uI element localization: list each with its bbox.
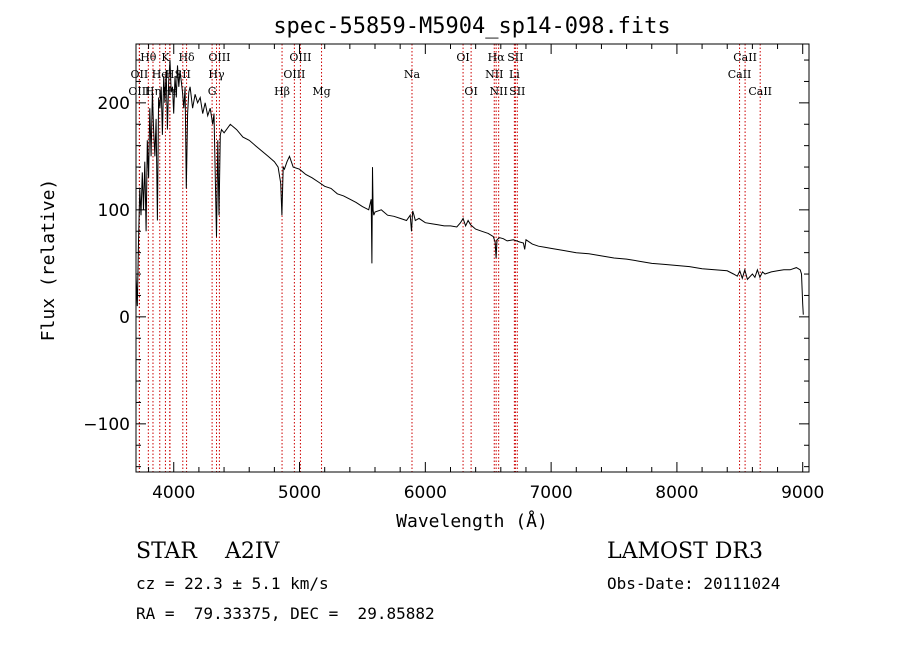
spectral-line-label: Hθ <box>140 51 157 64</box>
y-tick-label: −100 <box>83 415 130 435</box>
x-tick-label: 5000 <box>278 483 321 503</box>
axis-ticks <box>136 44 809 472</box>
spectral-line-label: OII <box>131 68 149 81</box>
survey-name: LAMOST DR3 <box>607 539 763 564</box>
coordinates: RA = 79.33375, DEC = 29.85882 <box>136 604 435 623</box>
x-tick-label: 6000 <box>404 483 447 503</box>
spectral-line-label: Na <box>404 68 421 81</box>
spectral-line-label: H <box>165 68 175 81</box>
spectral-line-label: Hα <box>488 51 506 64</box>
spectral-line-label: NII <box>485 68 503 81</box>
spectral-line-label: OI <box>456 51 469 64</box>
spectral-line-label: Li <box>509 68 520 81</box>
x-tick-label: 7000 <box>529 483 572 503</box>
spectral-line-label: OIII <box>208 51 230 64</box>
spectral-line-label: Hη <box>145 85 161 98</box>
spectral-line-label: K <box>161 51 170 64</box>
object-class: STAR A2IV <box>136 539 280 564</box>
y-axis-label: Flux (relative) <box>38 179 59 342</box>
spectral-line-markers <box>138 44 761 472</box>
y-tick-label: 0 <box>119 308 130 328</box>
x-tick-labels: 4000 5000 6000 7000 8000 9000 <box>152 483 824 503</box>
spectral-line-label: OIII <box>283 68 305 81</box>
chart-title: spec-55859-M5904_sp14-098.fits <box>273 14 670 39</box>
x-tick-label: 4000 <box>152 483 195 503</box>
x-tick-label: 8000 <box>655 483 698 503</box>
x-axis-label: Wavelength (Å) <box>396 510 548 532</box>
spectral-line-label: SII <box>509 85 525 98</box>
x-tick-label: 9000 <box>781 483 824 503</box>
spectral-line-label: SII <box>507 51 523 64</box>
y-tick-label: 100 <box>98 201 130 221</box>
observation-date: Obs-Date: 20111024 <box>607 574 781 593</box>
spectral-line-label: OIII <box>128 85 150 98</box>
spectral-line-label: CaII <box>733 51 757 64</box>
spectral-line-label: Hγ <box>208 68 225 81</box>
spectral-line-label: Hδ <box>178 51 195 64</box>
spectral-line-label: G <box>208 85 217 98</box>
spectral-line-label: OIII <box>289 51 311 64</box>
plot-frame <box>135 43 810 473</box>
redshift-cz: cz = 22.3 ± 5.1 km/s <box>136 574 329 593</box>
spectrum-line <box>135 60 804 315</box>
spectral-line-label: CaII <box>748 85 772 98</box>
spectral-line-label: CaII <box>728 68 752 81</box>
spectral-line-label: Hβ <box>274 85 290 98</box>
y-tick-labels: −100 0 100 200 <box>83 94 130 435</box>
spectral-line-label: NII <box>490 85 508 98</box>
y-tick-label: 200 <box>98 94 130 114</box>
spectral-line-label: Mg <box>312 85 330 98</box>
spectral-line-label: OI <box>464 85 477 98</box>
